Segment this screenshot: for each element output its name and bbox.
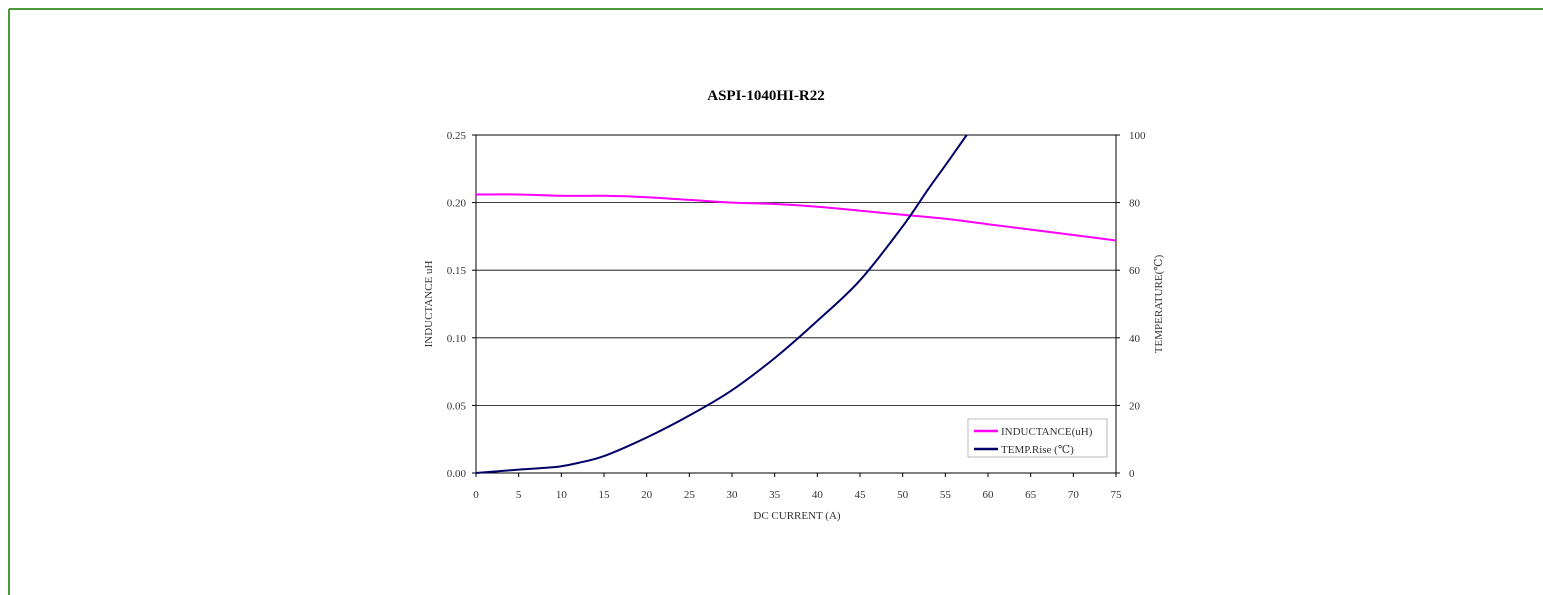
y-left-tick-label: 0.05 [447, 400, 467, 412]
series-line-temp-rise [475, 134, 968, 474]
x-tick-label: 45 [855, 489, 867, 501]
x-tick-label: 70 [1068, 489, 1080, 501]
chart-title: ASPI-1040HI-R22 [707, 88, 825, 104]
y-right-tick-label: 60 [1129, 265, 1141, 277]
y-left-tick-label: 0.00 [447, 468, 467, 480]
x-axis-label: DC CURRENT (A) [753, 510, 841, 522]
x-tick-label: 50 [897, 489, 909, 501]
x-tick-label: 60 [983, 489, 995, 501]
x-tick-label: 10 [556, 489, 568, 501]
y-right-tick-label: 40 [1129, 333, 1141, 345]
x-tick-label: 0 [473, 489, 479, 501]
series-line-inductance [475, 193, 1117, 242]
y-right-tick-label: 20 [1129, 400, 1141, 412]
x-tick-label: 25 [684, 489, 696, 501]
y-left-tick-label: 0.20 [447, 198, 467, 210]
x-tick-label: 30 [727, 489, 739, 501]
x-tick-label: 5 [516, 489, 522, 501]
x-tick-label: 55 [940, 489, 952, 501]
y-left-tick-label: 0.10 [447, 333, 467, 345]
x-tick-label: 15 [599, 489, 611, 501]
x-tick-label: 20 [641, 489, 653, 501]
y-left-axis-ticks: 0.00 0.05 0.10 0.15 0.20 0.25 [447, 130, 476, 480]
y-right-axis-label: TEMPERATURE(℃) [1153, 254, 1165, 353]
y-right-axis-ticks: 0 20 40 60 80 100 [1116, 130, 1146, 480]
x-tick-label: 75 [1111, 489, 1123, 501]
legend: INDUCTANCE(uH) TEMP.Rise (℃) [967, 418, 1108, 458]
y-left-axis-label: INDUCTANCE uH [423, 261, 435, 348]
x-tick-label: 65 [1025, 489, 1037, 501]
plot-area [475, 134, 1117, 474]
x-tick-label: 40 [812, 489, 824, 501]
x-axis-ticks: 0 5 10 15 20 25 30 35 40 45 50 55 60 65 70 75 [473, 473, 1122, 501]
y-right-tick-label: 100 [1129, 130, 1146, 142]
y-right-tick-label: 80 [1129, 198, 1141, 210]
legend-box [967, 418, 1108, 458]
legend-label-temp-rise: TEMP.Rise (℃) [1001, 444, 1074, 456]
y-left-tick-label: 0.25 [447, 130, 467, 142]
series [475, 134, 1117, 474]
x-tick-label: 35 [769, 489, 781, 501]
legend-label-inductance: INDUCTANCE(uH) [1001, 426, 1093, 438]
y-left-tick-label: 0.15 [447, 265, 467, 277]
y-right-tick-label: 0 [1129, 468, 1135, 480]
